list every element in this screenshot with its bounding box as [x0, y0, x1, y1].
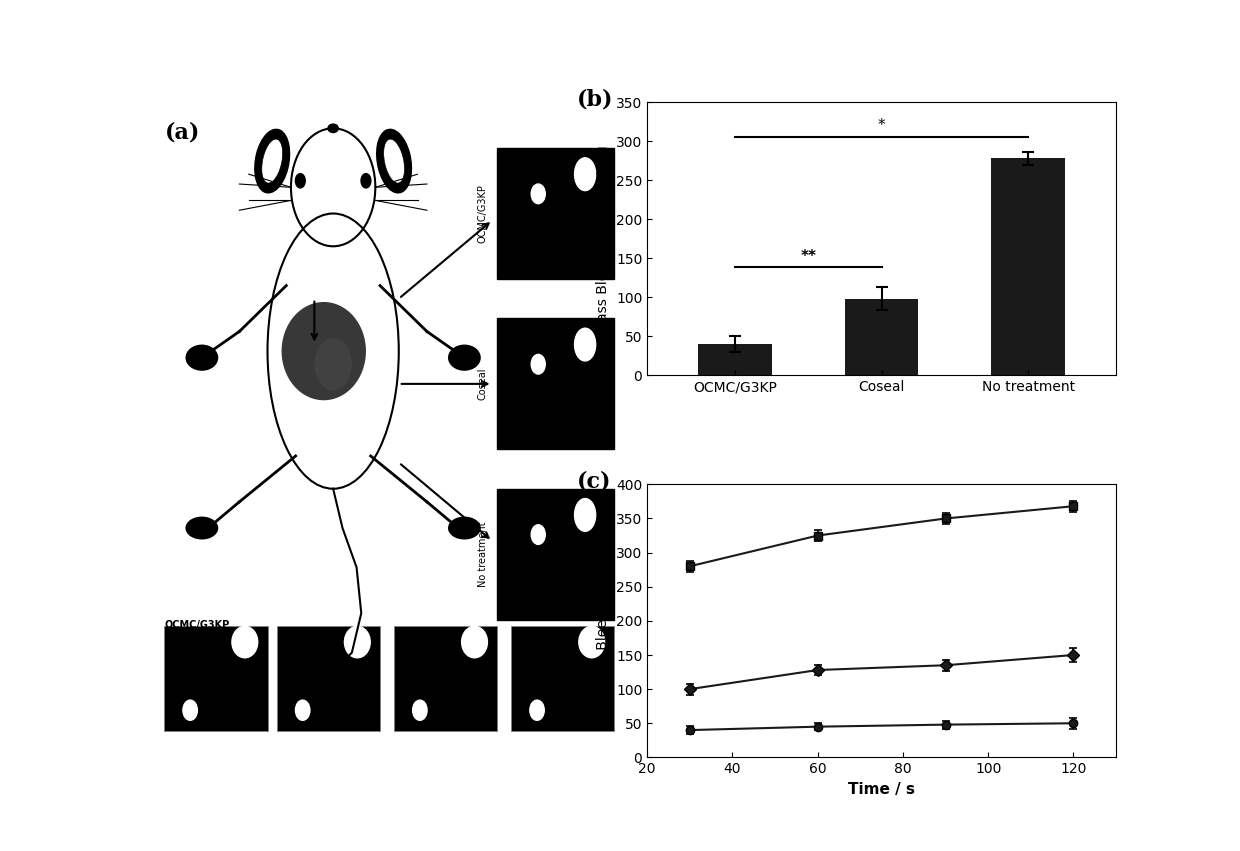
Ellipse shape [574, 157, 595, 191]
Circle shape [529, 700, 544, 720]
Circle shape [531, 184, 546, 203]
Text: Coseal: Coseal [477, 368, 487, 400]
Text: (c): (c) [577, 471, 611, 493]
Ellipse shape [579, 626, 605, 658]
Ellipse shape [186, 517, 218, 540]
Y-axis label: Mass Bleeding at 30 s / mg: Mass Bleeding at 30 s / mg [596, 145, 610, 333]
Ellipse shape [448, 345, 481, 371]
Bar [394, 626, 497, 731]
Ellipse shape [262, 139, 283, 183]
Ellipse shape [448, 517, 481, 540]
Bar [992, 158, 1065, 375]
Bar [844, 299, 919, 375]
Ellipse shape [377, 129, 412, 193]
Ellipse shape [327, 123, 339, 134]
Text: (b): (b) [577, 89, 614, 111]
Bar [165, 626, 268, 731]
Circle shape [531, 525, 546, 545]
Ellipse shape [281, 302, 366, 400]
Ellipse shape [254, 129, 290, 193]
Ellipse shape [345, 626, 371, 658]
Text: **: ** [800, 248, 816, 264]
Text: *: * [878, 118, 885, 134]
Circle shape [413, 700, 427, 720]
Text: OCMC/G3KP: OCMC/G3KP [165, 620, 229, 630]
Circle shape [295, 173, 306, 189]
Ellipse shape [574, 499, 595, 531]
Text: (a): (a) [165, 122, 200, 144]
Text: No treatment: No treatment [477, 522, 487, 587]
Ellipse shape [186, 345, 218, 371]
Bar [277, 626, 379, 731]
Bar [511, 626, 614, 731]
Bar [497, 488, 614, 620]
Ellipse shape [315, 338, 352, 391]
Ellipse shape [383, 139, 404, 183]
Circle shape [295, 700, 310, 720]
Text: OCMC/G3KP: OCMC/G3KP [477, 184, 487, 243]
Bar [497, 318, 614, 449]
Circle shape [361, 173, 372, 189]
Ellipse shape [574, 328, 595, 361]
Bar [497, 148, 614, 279]
Ellipse shape [232, 626, 258, 658]
X-axis label: Time / s: Time / s [848, 782, 915, 797]
Circle shape [531, 354, 546, 374]
Circle shape [184, 700, 197, 720]
Bar [698, 344, 771, 375]
Ellipse shape [461, 626, 487, 658]
Y-axis label: Mass Bleeding / mg: Mass Bleeding / mg [596, 553, 610, 688]
